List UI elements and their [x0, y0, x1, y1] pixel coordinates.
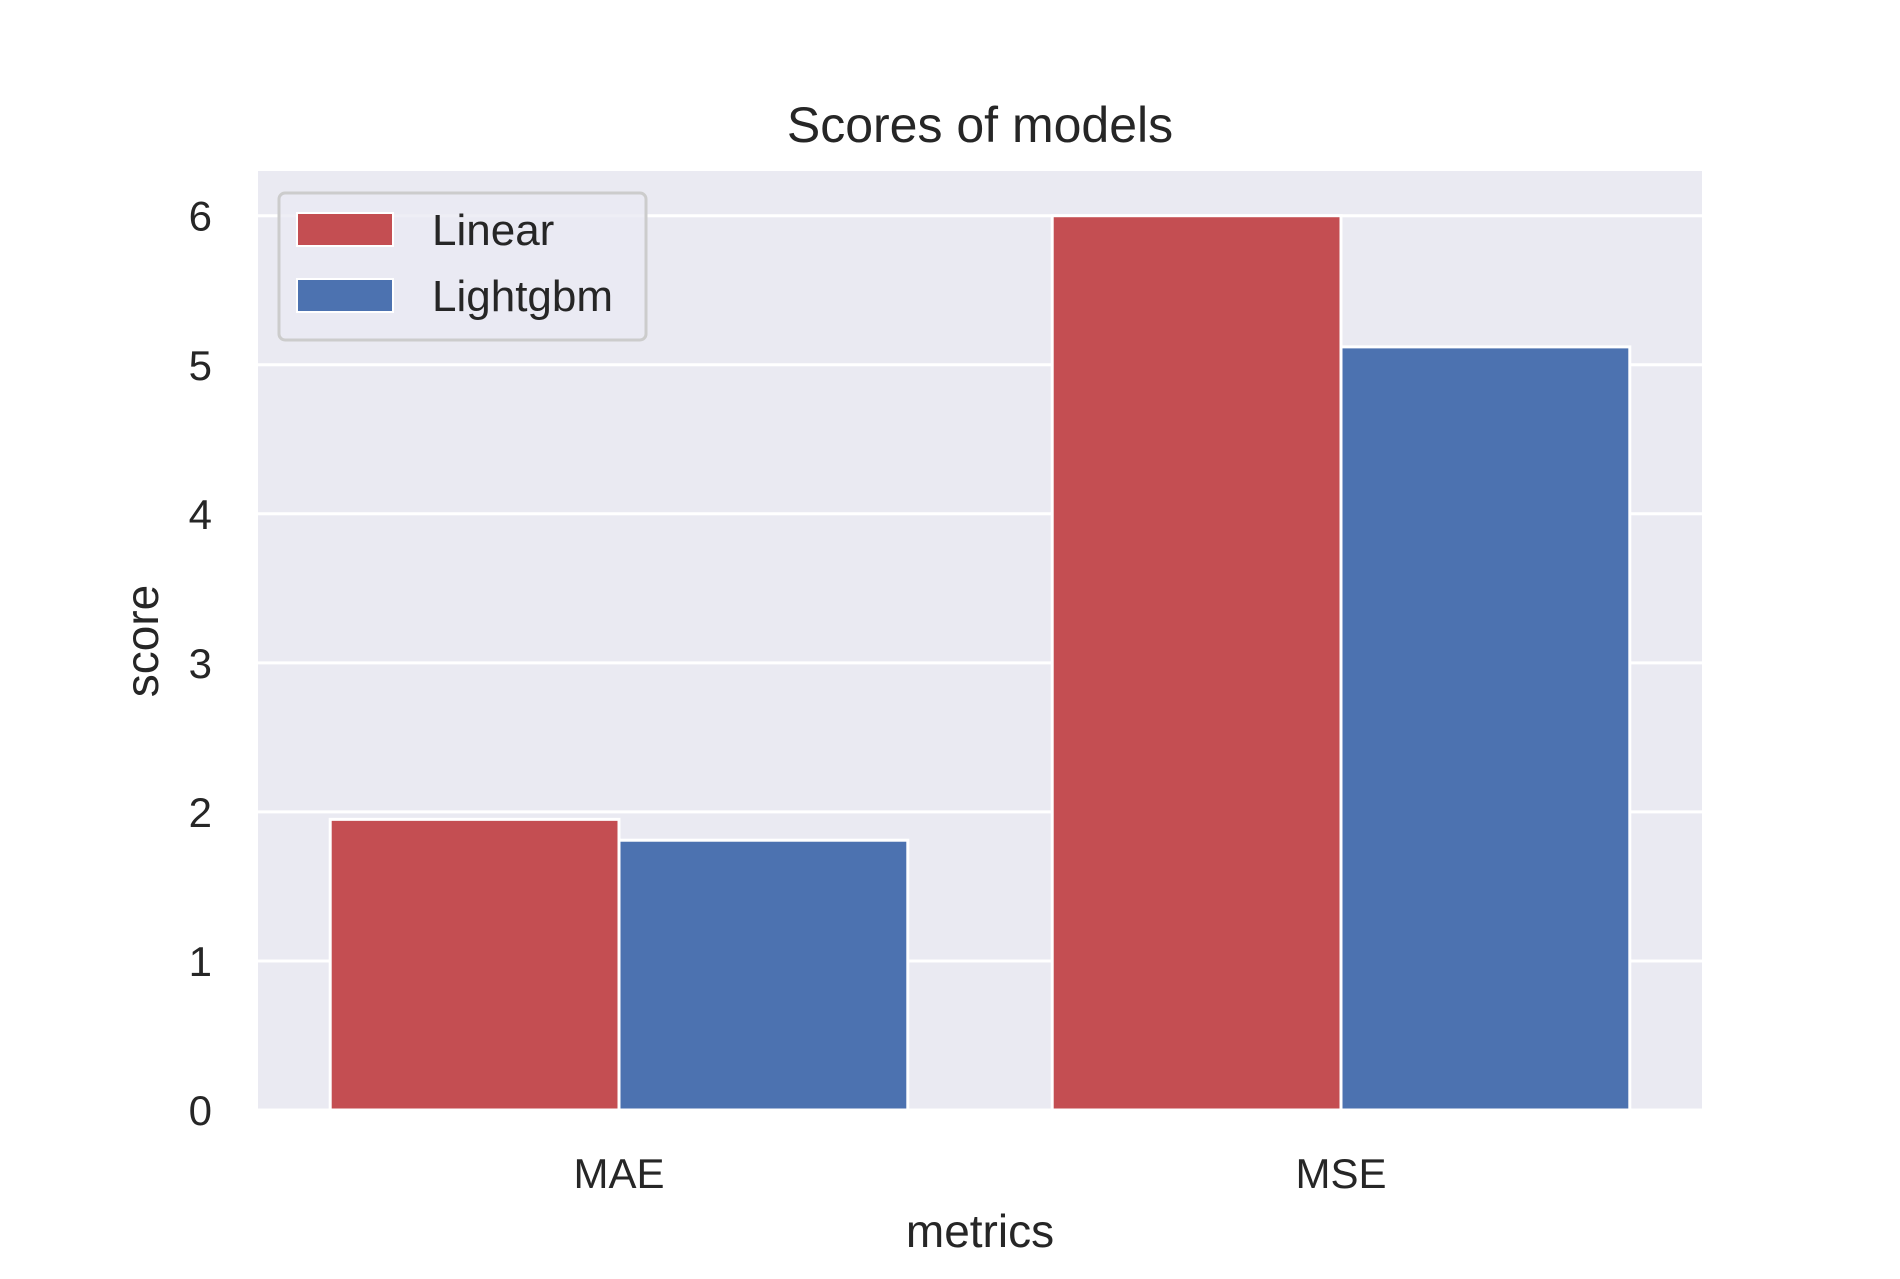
legend-label-lightgbm: Lightgbm — [432, 272, 613, 321]
bar-linear-mae — [328, 817, 621, 1112]
y-tick-label: 4 — [189, 491, 212, 538]
y-tick-label: 6 — [189, 193, 212, 240]
x-tick-label-mae: MAE — [573, 1150, 664, 1197]
legend-swatch-linear — [296, 212, 394, 247]
y-tick-labels: 0 1 2 3 4 5 6 — [189, 193, 212, 1134]
y-tick-label: 1 — [189, 938, 212, 985]
y-tick-label: 5 — [189, 342, 212, 389]
x-tick-labels: MAE MSE — [573, 1150, 1386, 1197]
legend-label-linear: Linear — [432, 206, 554, 255]
y-axis-label: score — [116, 585, 168, 697]
x-tick-label-mse: MSE — [1295, 1150, 1386, 1197]
chart-title: Scores of models — [787, 97, 1173, 153]
x-axis-label: metrics — [906, 1205, 1054, 1257]
y-tick-label: 0 — [189, 1087, 212, 1134]
legend-swatch-lightgbm — [296, 278, 394, 313]
bars — [328, 214, 1632, 1112]
legend: Linear Lightgbm — [277, 191, 648, 342]
bar-linear-mse — [1050, 214, 1343, 1112]
bar-lightgbm-mse — [1339, 345, 1632, 1112]
y-tick-label: 3 — [189, 640, 212, 687]
bar-lightgbm-mae — [617, 838, 910, 1112]
y-tick-label: 2 — [189, 789, 212, 836]
